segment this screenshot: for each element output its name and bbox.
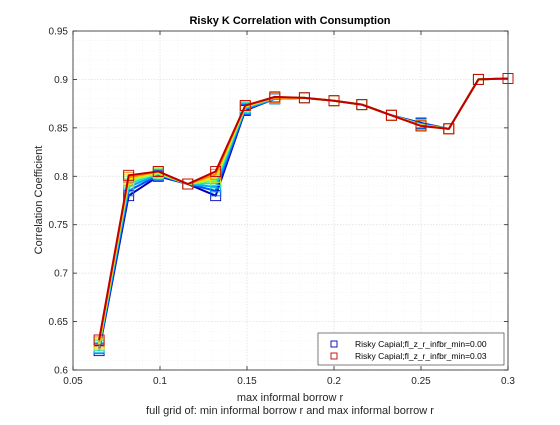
y-tick-label: 0.65 <box>49 317 69 328</box>
data-point-marker <box>182 178 194 190</box>
x-axis-title: max informal borrow r <box>237 392 344 404</box>
legend-marker <box>330 340 338 348</box>
legend-label: Risky Capial;fl_z_r_infbr_min=0.03 <box>355 351 487 361</box>
y-tick-label: 0.7 <box>54 269 68 280</box>
legend: Risky Capial;fl_z_r_infbr_min=0.00 Risky … <box>317 332 505 366</box>
x-tick-label: 0.2 <box>327 376 341 387</box>
data-point-marker <box>502 73 514 84</box>
legend-label: Risky Capial;fl_z_r_infbr_min=0.00 <box>355 339 487 349</box>
data-point-marker <box>269 91 281 103</box>
data-point-marker <box>93 334 105 346</box>
data-point-marker <box>152 165 164 177</box>
series-group <box>93 73 514 357</box>
plot-area-frame <box>72 30 509 371</box>
y-axis-title: Correlation Coefficient <box>33 146 45 255</box>
x-tick-label: 0.1 <box>153 376 167 387</box>
data-point-marker <box>472 73 484 85</box>
data-point-marker <box>356 99 368 111</box>
data-point-marker <box>443 123 455 135</box>
y-tick-label: 0.9 <box>54 75 68 86</box>
x-axis-subtitle: full grid of: min informal borrow r and … <box>146 405 434 417</box>
x-tick-label: 0.05 <box>63 376 83 387</box>
legend-box <box>317 332 505 366</box>
data-point-marker <box>328 95 340 107</box>
legend-marker <box>330 352 338 360</box>
chart-title: Risky K Correlation with Consumption <box>189 15 390 27</box>
x-tick-label: 0.25 <box>411 376 431 387</box>
y-tick-label: 0.6 <box>54 366 68 377</box>
axis-ticks: 0.05 0.1 0.15 0.2 0.25 0.3 0.6 0.65 0.7 0.75 0.8 0.… <box>49 27 516 388</box>
data-point-marker <box>298 92 310 104</box>
data-point-marker <box>123 169 135 181</box>
data-point-marker <box>210 165 222 177</box>
series-7 <box>93 73 514 346</box>
y-tick-label: 0.8 <box>54 172 68 183</box>
data-point-marker <box>385 109 397 121</box>
x-tick-label: 0.3 <box>501 376 515 387</box>
series-line <box>98 77 509 341</box>
data-point-marker <box>415 120 427 132</box>
y-tick-label: 0.85 <box>49 123 69 134</box>
legend-entries: Risky Capial;fl_z_r_infbr_min=0.00 Risky … <box>330 339 487 361</box>
y-tick-label: 0.95 <box>49 27 69 38</box>
data-point-marker <box>239 100 251 112</box>
y-tick-label: 0.75 <box>49 220 69 231</box>
x-tick-label: 0.15 <box>237 376 257 387</box>
